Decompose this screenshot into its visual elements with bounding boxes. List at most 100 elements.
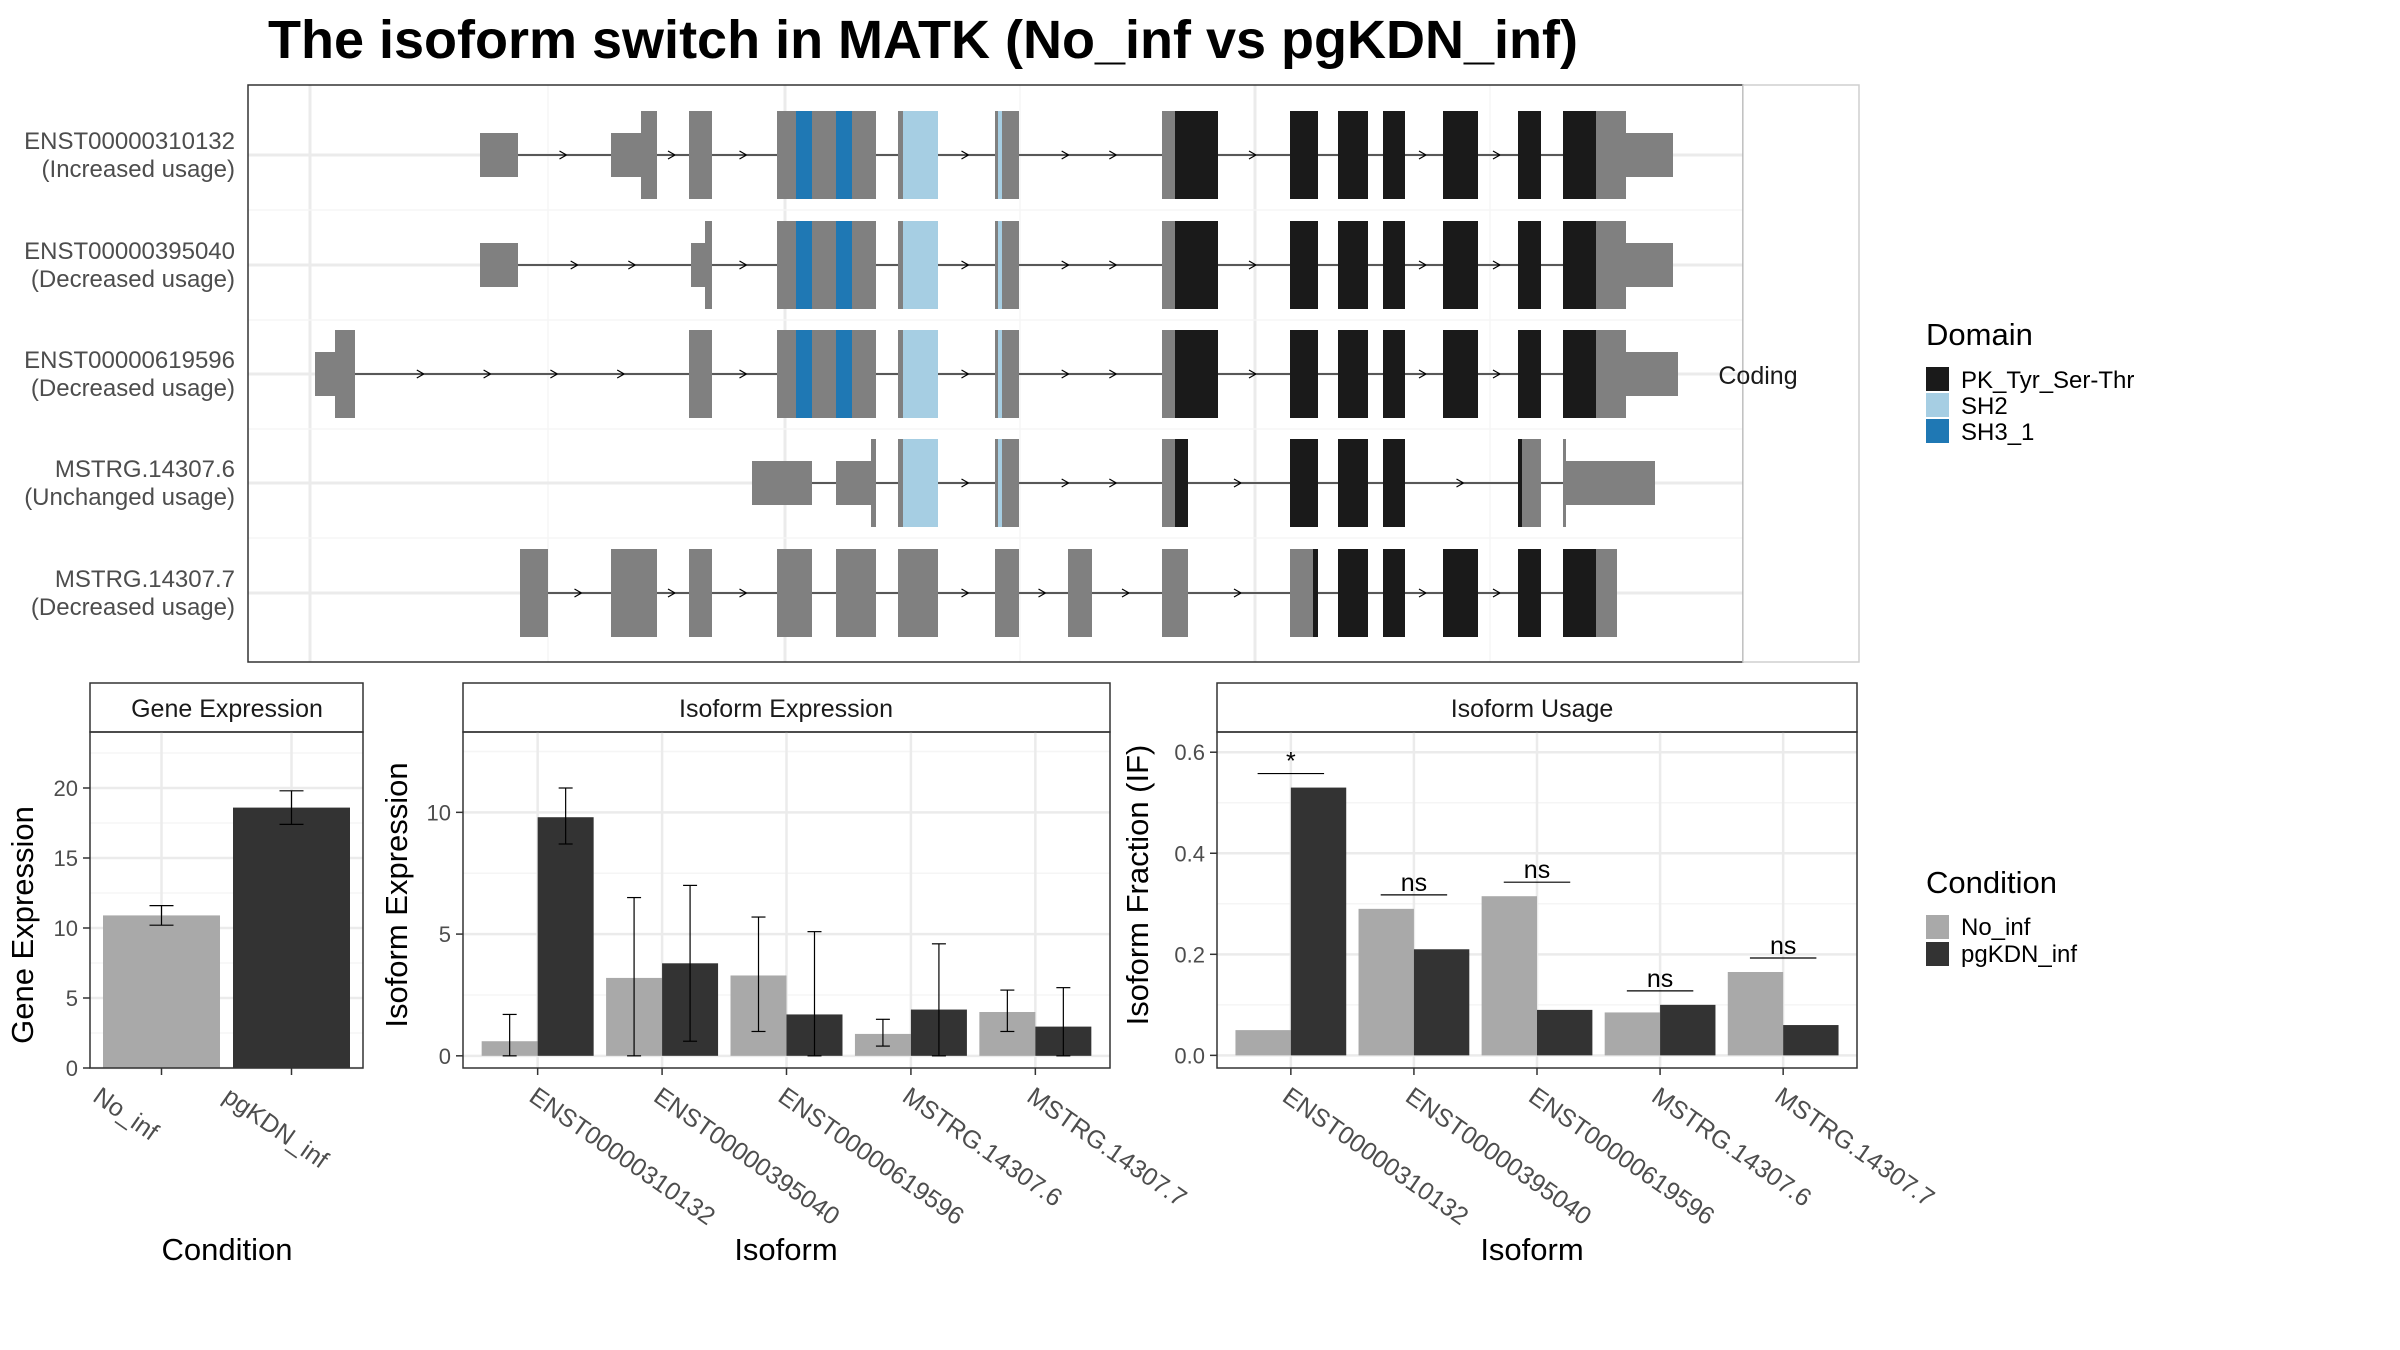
intron-direction-arrow xyxy=(550,369,559,379)
exon-block xyxy=(1002,111,1019,199)
domain-legend-title: Domain xyxy=(1926,317,2033,352)
exon-block xyxy=(796,111,812,199)
panel-border xyxy=(462,731,1111,1069)
panel-strip xyxy=(89,682,364,733)
exon-block xyxy=(1563,549,1596,637)
transcript-row-MSTRG.14307.6 xyxy=(752,439,1655,527)
bar-pgKDN_inf-ENST00000619596 xyxy=(1537,1009,1593,1056)
exon-block xyxy=(752,461,812,505)
intron-direction-arrow xyxy=(1248,150,1258,160)
intron-direction-arrow xyxy=(739,588,748,598)
transcript-row-ENST00000619596 xyxy=(315,330,1678,418)
panel-border xyxy=(89,731,364,1069)
exon-block xyxy=(812,221,836,309)
exon-block xyxy=(852,111,876,199)
bar-No_inf-MSTRG.14307.7 xyxy=(1727,972,1784,1056)
exon-block xyxy=(1162,549,1188,637)
intron-direction-arrow xyxy=(1418,260,1428,270)
exon-block xyxy=(689,549,712,637)
exon-block xyxy=(689,111,712,199)
x-tick-label: No_inf xyxy=(88,1082,163,1146)
intron-direction-arrow xyxy=(1121,588,1131,598)
exon-block xyxy=(1290,330,1318,418)
exon-block xyxy=(995,549,1019,637)
transcript-row-ENST00000310132 xyxy=(480,111,1673,199)
legend-label-pgkdn-inf: pgKDN_inf xyxy=(1961,941,2077,968)
exon-block xyxy=(641,111,657,199)
condition-legend: Condition No_inf pgKDN_inf xyxy=(1926,865,2077,968)
bar-pgKDN_inf-MSTRG.14307.6 xyxy=(1660,1004,1716,1056)
exon-block xyxy=(1162,439,1175,527)
intron-direction-arrow xyxy=(416,369,426,379)
gene-expression-x-title: Condition xyxy=(162,1232,293,1267)
intron-direction-arrow xyxy=(483,369,492,379)
intron-direction-arrow xyxy=(1233,588,1243,598)
exon-block xyxy=(1175,111,1188,199)
exon-block xyxy=(1290,111,1318,199)
y-tick-label: 0 xyxy=(439,1044,451,1069)
bar-No_inf-ENST00000310132 xyxy=(1235,1030,1291,1056)
intron-direction-arrow xyxy=(1248,369,1258,379)
exon-block xyxy=(903,330,938,418)
intron-direction-arrow xyxy=(1456,478,1465,488)
significance-label: ns xyxy=(1770,932,1796,960)
exon-block xyxy=(812,330,836,418)
significance-label: ns xyxy=(1647,965,1673,993)
exon-block xyxy=(995,111,998,199)
isoform-expression-x-title: Isoform xyxy=(734,1232,837,1267)
isoform-expression-strip-title: Isoform Expression xyxy=(679,695,893,723)
significance-label: * xyxy=(1286,748,1296,776)
legend-label-sh3: SH3_1 xyxy=(1961,419,2034,446)
bar-No_inf-ENST00000619596 xyxy=(1481,896,1537,1056)
panel-border xyxy=(1216,731,1858,1069)
exon-block xyxy=(1518,221,1541,309)
exon-block xyxy=(1338,221,1368,309)
legend-key-pk-tyr xyxy=(1926,367,1949,391)
exon-block xyxy=(1443,111,1478,199)
exon-block xyxy=(1563,221,1596,309)
bar-pgKDN_inf-ENST00000310132 xyxy=(537,817,594,1056)
intron-direction-arrow xyxy=(739,260,748,270)
isoform-usage-y-title: Isoform Fraction (IF) xyxy=(1120,745,1155,1026)
exon-block xyxy=(1162,221,1175,309)
intron-direction-arrow xyxy=(628,260,637,270)
isoform-label: MSTRG.14307.7 xyxy=(55,566,235,593)
intron-direction-arrow xyxy=(1233,478,1243,488)
intron-direction-arrow xyxy=(961,369,970,379)
intron-direction-arrow xyxy=(1038,588,1047,598)
exon-block xyxy=(1188,221,1218,309)
exon-block xyxy=(1338,111,1368,199)
isoform-expression-y-title: Isoform Expression xyxy=(379,762,414,1027)
y-tick-label: 0.0 xyxy=(1174,1043,1205,1068)
exon-block xyxy=(1626,243,1673,287)
exon-block xyxy=(998,221,1002,309)
isoform-usage-panel: Isoform Fraction (IF) Isoform Isoform Us… xyxy=(1120,682,1939,1267)
intron-direction-arrow xyxy=(1492,588,1502,598)
legend-key-sh2 xyxy=(1926,393,1949,417)
exon-block xyxy=(1596,111,1626,199)
exon-block xyxy=(1002,439,1019,527)
exon-block xyxy=(1188,330,1218,418)
isoform-usage-label: (Decreased usage) xyxy=(31,266,235,293)
intron-direction-arrow xyxy=(1061,478,1070,488)
coding-strip xyxy=(1742,84,1860,663)
exon-block xyxy=(1383,111,1405,199)
intron-direction-arrow xyxy=(1492,260,1502,270)
legend-key-sh3 xyxy=(1926,419,1949,443)
exon-block xyxy=(995,439,998,527)
panel-strip xyxy=(462,682,1111,733)
exon-block xyxy=(796,221,812,309)
exon-block xyxy=(871,439,876,527)
exon-block xyxy=(998,330,1002,418)
exon-block xyxy=(1383,221,1405,309)
exon-block xyxy=(689,330,712,418)
isoform-usage-label: (Decreased usage) xyxy=(31,375,235,402)
intron-direction-arrow xyxy=(667,150,677,160)
intron-direction-arrow xyxy=(570,260,579,270)
exon-block xyxy=(812,111,836,199)
legend-label-sh2: SH2 xyxy=(1961,393,2008,420)
exon-block xyxy=(1518,439,1522,527)
exon-block xyxy=(1518,111,1541,199)
exon-block xyxy=(1338,439,1368,527)
